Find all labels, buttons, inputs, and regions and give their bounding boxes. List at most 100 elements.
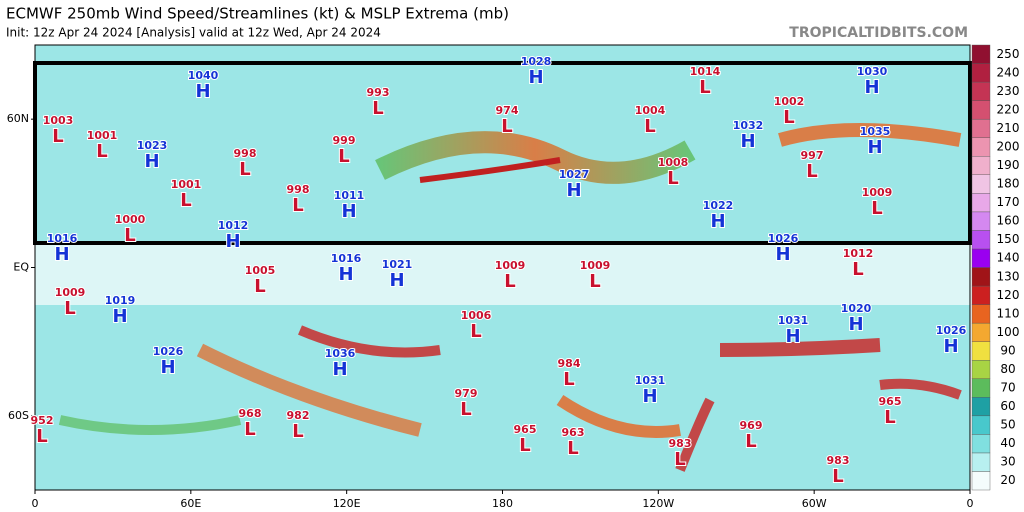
pressure-letter: L: [806, 161, 817, 182]
colorbar-label: 110: [997, 306, 1020, 320]
pressure-letter: L: [180, 190, 191, 211]
pressure-letter: L: [567, 438, 578, 459]
pressure-letter: L: [832, 466, 843, 487]
pressure-value: 998: [287, 183, 310, 196]
pressure-value: 969: [740, 419, 763, 432]
pressure-letter: L: [852, 259, 863, 280]
colorbar-swatch: [971, 44, 991, 64]
colorbar-label: 160: [997, 214, 1020, 228]
pressure-letter: L: [64, 298, 75, 319]
pressure-value: 1031: [778, 314, 809, 327]
pressure-value: 974: [496, 104, 519, 117]
colorbar-swatch: [971, 193, 991, 213]
pressure-letter: L: [871, 198, 882, 219]
pressure-value: 1012: [218, 219, 249, 232]
colorbar-swatch: [971, 341, 991, 361]
colorbar-swatch: [971, 397, 991, 417]
colorbar-swatch: [971, 304, 991, 324]
pressure-letter: H: [528, 67, 543, 88]
colorbar-label: 80: [1000, 362, 1015, 376]
pressure-value: 982: [287, 409, 310, 422]
pressure-letter: L: [563, 369, 574, 390]
pressure-value: 1012: [843, 247, 874, 260]
colorbar-label: 190: [997, 158, 1020, 172]
pressure-letter: H: [775, 244, 790, 265]
pressure-value: 1019: [105, 294, 136, 307]
pressure-value: 999: [333, 134, 356, 147]
x-tick-label: 60W: [802, 497, 827, 510]
colorbar-label: 180: [997, 177, 1020, 191]
colorbar-swatch: [971, 156, 991, 175]
pressure-letter: L: [674, 449, 685, 470]
pressure-letter: H: [642, 386, 657, 407]
pressure-value: 1008: [658, 156, 689, 169]
pressure-letter: L: [96, 141, 107, 162]
colorbar-label: 210: [997, 121, 1020, 135]
colorbar-swatch: [971, 360, 991, 379]
colorbar-label: 170: [997, 195, 1020, 209]
colorbar-label: 130: [997, 269, 1020, 283]
pressure-value: 1031: [635, 374, 666, 387]
title: ECMWF 250mb Wind Speed/Streamlines (kt) …: [6, 5, 509, 23]
pressure-letter: L: [589, 271, 600, 292]
colorbar-label: 20: [1000, 473, 1015, 487]
pressure-letter: L: [244, 419, 255, 440]
colorbar-swatch: [971, 322, 991, 342]
colorbar-label: 150: [997, 232, 1020, 246]
pressure-letter: L: [884, 407, 895, 428]
pressure-letter: L: [504, 271, 515, 292]
colorbar-swatch: [971, 118, 991, 138]
pressure-letter: L: [501, 116, 512, 137]
pressure-letter: H: [332, 359, 347, 380]
subtitle: Init: 12z Apr 24 2024 [Analysis] valid a…: [6, 26, 381, 40]
y-tick-label: 60N: [7, 112, 29, 125]
pressure-value: 1022: [703, 199, 734, 212]
pressure-value: 1009: [862, 186, 893, 199]
colorbar-label: 220: [997, 102, 1020, 116]
pressure-value: 1002: [774, 95, 805, 108]
pressure-letter: L: [745, 431, 756, 452]
pressure-value: 1009: [580, 259, 611, 272]
pressure-letter: H: [389, 270, 404, 291]
pressure-value: 1032: [733, 119, 764, 132]
x-tick-label: 180: [492, 497, 513, 510]
pressure-value: 1009: [55, 286, 86, 299]
x-tick-label: 120W: [642, 497, 674, 510]
colorbar-swatch: [971, 248, 991, 268]
colorbar-swatch: [971, 434, 991, 454]
pressure-value: 1003: [43, 114, 74, 127]
pressure-letter: L: [292, 421, 303, 442]
colorbar-label: 230: [997, 84, 1020, 98]
colorbar-swatch: [971, 285, 991, 305]
x-tick-label: 0: [967, 497, 974, 510]
pressure-letter: H: [848, 314, 863, 335]
pressure-value: 963: [562, 426, 585, 439]
y-tick-label: EQ: [13, 261, 29, 274]
pressure-value: 1004: [635, 104, 666, 117]
pressure-letter: L: [460, 399, 471, 420]
site: TROPICALTIDBITS.COM: [789, 25, 968, 41]
colorbar-swatch: [971, 471, 991, 491]
pressure-value: 968: [239, 407, 262, 420]
pressure-letter: H: [943, 336, 958, 357]
map-background: [33, 44, 972, 491]
pressure-letter: H: [144, 151, 159, 172]
colorbar-swatch: [971, 174, 991, 194]
pressure-letter: L: [239, 159, 250, 180]
pressure-value: 965: [514, 423, 537, 436]
x-tick-label: 60E: [180, 497, 201, 510]
colorbar-label: 100: [997, 325, 1020, 339]
pressure-letter: H: [710, 211, 725, 232]
colorbar-label: 50: [1000, 418, 1015, 432]
colorbar-swatch: [971, 137, 991, 157]
pressure-letter: H: [160, 357, 175, 378]
pressure-value: 952: [31, 414, 54, 427]
pressure-value: 983: [827, 454, 850, 467]
x-tick-label: 120E: [333, 497, 361, 510]
colorbar-label: 30: [1000, 455, 1015, 469]
colorbar-swatch: [971, 230, 991, 250]
colorbar-label: 140: [997, 251, 1020, 265]
pressure-value: 1001: [171, 178, 202, 191]
pressure-letter: L: [124, 225, 135, 246]
pressure-letter: H: [867, 137, 882, 158]
